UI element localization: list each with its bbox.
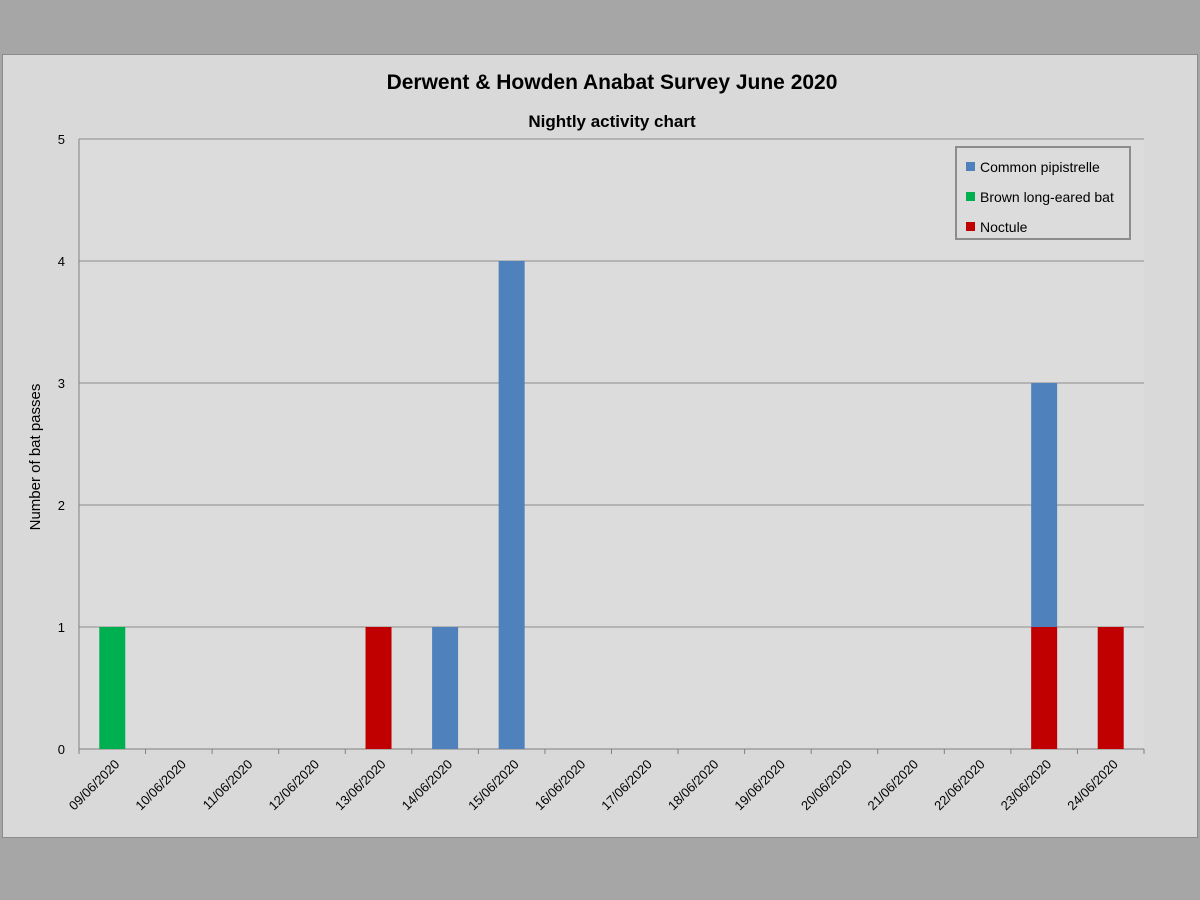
y-tick-label: 3 <box>58 376 65 391</box>
chart-svg: Derwent & Howden Anabat Survey June 2020… <box>27 71 1145 814</box>
bar-noctule <box>365 627 392 749</box>
y-tick-label: 0 <box>58 742 65 757</box>
x-tick-label: 21/06/2020 <box>865 757 922 814</box>
legend-box <box>955 146 1131 240</box>
legend-label: Brown long-eared bat <box>980 189 1114 205</box>
x-tick-label: 15/06/2020 <box>465 757 522 814</box>
chart-subtitle: Nightly activity chart <box>528 112 696 131</box>
chart-frame: Derwent & Howden Anabat Survey June 2020… <box>2 54 1198 838</box>
bar-noctule <box>1031 627 1058 749</box>
legend-swatch <box>966 192 975 201</box>
legend-swatch <box>966 162 975 171</box>
x-tick-label: 13/06/2020 <box>332 757 389 814</box>
x-tick-label: 10/06/2020 <box>132 757 189 814</box>
bar-common-pipistrelle <box>1031 383 1058 627</box>
bar-common-pipistrelle <box>432 627 459 749</box>
x-tick-label: 19/06/2020 <box>731 757 788 814</box>
x-tick-label: 09/06/2020 <box>66 757 123 814</box>
x-tick-label: 23/06/2020 <box>998 757 1055 814</box>
x-tick-label: 22/06/2020 <box>931 757 988 814</box>
legend: Common pipistrelle Brown long-eared bat No… <box>955 146 1131 240</box>
x-tick-label: 17/06/2020 <box>598 757 655 814</box>
chart-title: Derwent & Howden Anabat Survey June 2020 <box>387 71 838 94</box>
plot-background <box>79 139 1144 749</box>
x-tick-label: 14/06/2020 <box>399 757 456 814</box>
y-tick-label: 2 <box>58 498 65 513</box>
legend-label: Common pipistrelle <box>980 159 1100 175</box>
bar-noctule <box>1097 627 1124 749</box>
y-tick-label: 5 <box>58 132 65 147</box>
x-tick-label: 16/06/2020 <box>532 757 589 814</box>
y-tick-label: 1 <box>58 620 65 635</box>
legend-label: Noctule <box>980 219 1028 235</box>
x-tick-label: 24/06/2020 <box>1064 757 1121 814</box>
bar-brown-long-eared-bat <box>99 627 126 749</box>
x-tick-label: 20/06/2020 <box>798 757 855 814</box>
x-tick-label: 12/06/2020 <box>265 757 322 814</box>
bar-common-pipistrelle <box>498 261 525 749</box>
legend-swatch <box>966 222 975 231</box>
x-tick-label: 18/06/2020 <box>665 757 722 814</box>
x-tick-label: 11/06/2020 <box>200 757 256 813</box>
y-tick-label: 4 <box>58 254 65 269</box>
y-axis-label: Number of bat passes <box>27 384 44 531</box>
